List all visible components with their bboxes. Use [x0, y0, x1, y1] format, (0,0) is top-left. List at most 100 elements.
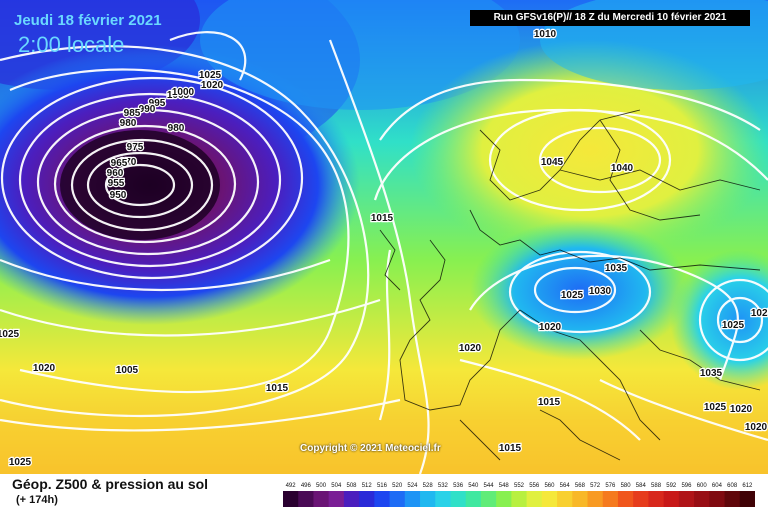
scale-label: 572	[590, 483, 601, 489]
pressure-label: 955	[108, 178, 125, 189]
pressure-label: 1035	[605, 263, 628, 274]
scale-label: 556	[529, 483, 540, 489]
scale-swatch	[450, 491, 467, 507]
color-scale: 492 496 500 504 508 512 516 520 524 528 532 536 540 5…	[283, 483, 755, 507]
pressure-label: 1005	[116, 365, 139, 376]
pressure-label: 965	[111, 158, 128, 169]
scale-label: 588	[651, 483, 662, 489]
scale-label: 564	[560, 483, 571, 489]
scale-label: 532	[438, 483, 449, 489]
pressure-label: 995	[149, 98, 166, 109]
scale-swatch	[298, 491, 314, 507]
pressure-label: 970	[120, 157, 137, 168]
scale-label: 512	[362, 483, 373, 489]
pressure-label: 1025	[704, 402, 727, 413]
scale-swatch	[617, 491, 634, 507]
pressure-label: 1010	[534, 29, 557, 40]
scale-label: 612	[742, 483, 753, 489]
pressure-label: 1005	[167, 90, 190, 101]
scale-swatch	[511, 491, 528, 507]
scale-label: 500	[316, 483, 327, 489]
scale-swatch	[328, 491, 345, 507]
scale-label: 608	[727, 483, 738, 489]
scale-swatch	[678, 491, 695, 507]
scale-label: 520	[392, 483, 403, 489]
scale-swatch	[404, 491, 421, 507]
scale-swatch	[283, 491, 299, 507]
pressure-label: 1035	[700, 368, 723, 379]
scale-label: 552	[514, 483, 525, 489]
pressure-label: 980	[120, 118, 137, 129]
scale-label: 560	[544, 483, 555, 489]
scale-label: 604	[712, 483, 723, 489]
pressure-label: 1015	[499, 443, 522, 454]
pressure-label: 1020	[539, 322, 562, 333]
scale-label: 584	[636, 483, 647, 489]
scale-label: 568	[575, 483, 586, 489]
valid-date: Jeudi 18 février 2021	[14, 12, 162, 29]
pressure-label: 1020	[33, 363, 56, 374]
chart-title: Géop. Z500 & pression au sol	[12, 476, 209, 492]
copyright-text: Copyright © 2021 Meteociel.fr	[300, 443, 441, 454]
forecast-lead: (+ 174h)	[16, 494, 58, 506]
pressure-label: 1025	[751, 308, 768, 319]
scale-swatch	[633, 491, 649, 507]
pressure-label: 1015	[371, 213, 394, 224]
scale-label: 492	[286, 483, 297, 489]
scale-swatch	[724, 491, 741, 507]
pressure-label: 960	[107, 168, 124, 179]
pressure-label: 1015	[538, 397, 561, 408]
scale-swatch	[587, 491, 604, 507]
scale-label: 528	[423, 483, 434, 489]
scale-swatch	[420, 491, 436, 507]
pressure-label: 1025	[199, 70, 222, 81]
scale-label: 596	[681, 483, 692, 489]
scale-swatch	[541, 491, 558, 507]
scale-label: 600	[697, 483, 708, 489]
scale-label: 544	[484, 483, 495, 489]
model-run-info: Run GFSv16(P)// 18 Z du Mercredi 10 févr…	[470, 10, 750, 26]
scale-swatch	[557, 491, 573, 507]
scale-swatch	[602, 491, 619, 507]
scale-swatch	[465, 491, 482, 507]
pressure-label: 1020	[201, 80, 224, 91]
scale-swatch	[663, 491, 680, 507]
scale-swatch	[709, 491, 726, 507]
valid-time: 2:00 locale	[18, 32, 125, 57]
pressure-label: 1030	[589, 286, 612, 297]
scale-swatch	[739, 491, 755, 507]
pressure-label: 1025	[9, 457, 32, 468]
pressure-label: 1020	[730, 404, 753, 415]
scale-swatch	[694, 491, 710, 507]
scale-swatch	[526, 491, 543, 507]
scale-label: 508	[347, 483, 358, 489]
pressure-label: 1000	[172, 87, 195, 98]
pressure-label: 975	[127, 142, 144, 153]
pressure-label: 1025	[561, 290, 584, 301]
scale-label: 540	[468, 483, 479, 489]
scale-swatch	[480, 491, 497, 507]
pressure-label: 1020	[459, 343, 482, 354]
scale-label: 496	[301, 483, 312, 489]
scale-label: 548	[499, 483, 510, 489]
scale-swatch	[374, 491, 391, 507]
pressure-label: 1040	[611, 163, 634, 174]
scale-swatch	[313, 491, 330, 507]
scale-swatch	[389, 491, 406, 507]
pressure-label: 1020	[745, 422, 768, 433]
scale-label: 592	[666, 483, 677, 489]
pressure-label: 1025	[722, 320, 745, 331]
scale-swatch	[496, 491, 512, 507]
scale-label: 504	[331, 483, 342, 489]
pressure-label: 1045	[541, 157, 564, 168]
scale-swatch	[435, 491, 451, 507]
pressure-label: 980	[168, 123, 185, 134]
pressure-label: 985	[124, 108, 141, 119]
scale-swatch	[648, 491, 665, 507]
pressure-label: 1015	[266, 383, 289, 394]
scale-swatch	[343, 491, 360, 507]
pressure-label: 950	[110, 190, 127, 201]
scale-label: 536	[453, 483, 464, 489]
